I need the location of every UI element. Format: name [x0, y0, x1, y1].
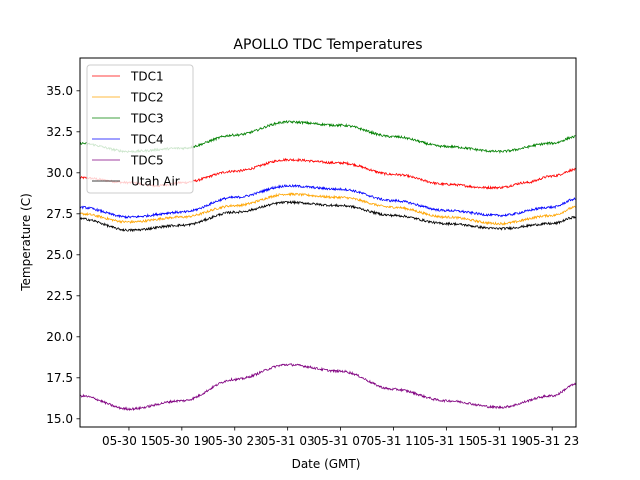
x-tick-label: 05-31 19: [472, 434, 526, 448]
x-tick-label: 05-31 11: [366, 434, 420, 448]
x-tick-label: 05-30 23: [208, 434, 262, 448]
legend-label: TDC2: [130, 91, 164, 105]
y-tick-label: 17.5: [46, 371, 73, 385]
y-tick-label: 27.5: [46, 207, 73, 221]
series-line-tdc2: [79, 191, 577, 226]
y-axis: 15.0 17.5 20.0 22.5 25.0 27.5 30.0 32.5 35.0: [46, 84, 80, 426]
x-tick-label: 05-31 03: [261, 434, 315, 448]
legend-label: TDC3: [130, 112, 164, 126]
y-tick-label: 20.0: [46, 330, 73, 344]
x-tick-label: 05-31 07: [314, 434, 368, 448]
y-axis-title: Temperature (C): [19, 193, 33, 292]
series-line-utah-air: [80, 199, 577, 233]
series-line-tdc4: [79, 183, 577, 220]
y-tick-label: 32.5: [46, 125, 73, 139]
y-tick-label: 15.0: [46, 412, 73, 426]
legend-label: TDC1: [130, 70, 164, 84]
y-tick-label: 22.5: [46, 289, 73, 303]
series-line-tdc5: [79, 363, 577, 412]
y-tick-label: 25.0: [46, 248, 73, 262]
x-axis-title: Date (GMT): [292, 457, 361, 471]
legend-label: Utah Air: [131, 175, 180, 189]
x-tick-label: 05-30 15: [102, 434, 156, 448]
plot-frame: [79, 57, 577, 428]
legend-label: TDC4: [130, 133, 164, 147]
chart-title: APOLLO TDC Temperatures: [233, 37, 422, 53]
legend: TDC1 TDC2 TDC3 TDC4 TDC5 Utah Air: [86, 64, 194, 194]
legend-label: TDC5: [130, 154, 164, 168]
x-tick-label: 05-31 23: [525, 434, 579, 448]
x-tick-label: 05-31 15: [419, 434, 473, 448]
y-tick-label: 35.0: [46, 84, 73, 98]
x-tick-label: 05-30 19: [155, 434, 209, 448]
y-tick-label: 30.0: [46, 166, 73, 180]
